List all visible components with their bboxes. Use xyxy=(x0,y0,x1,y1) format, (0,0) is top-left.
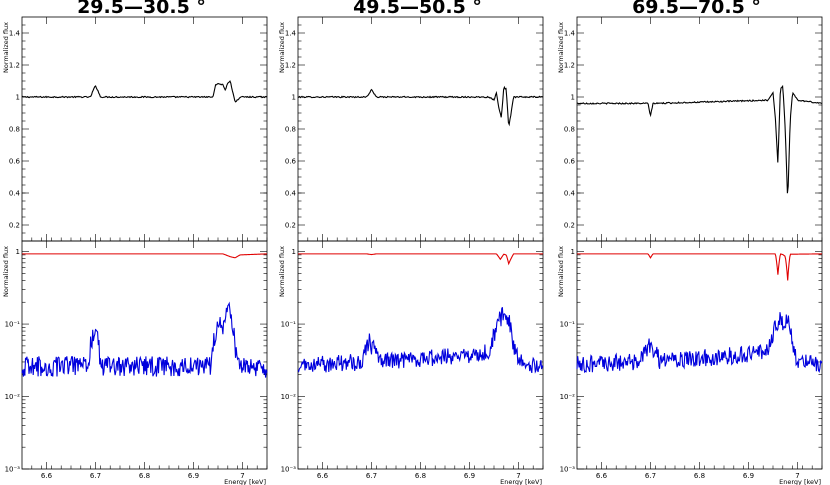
y-tick-label: 10⁻¹ xyxy=(5,321,21,329)
bottom-series-line xyxy=(576,312,823,374)
top-series-line xyxy=(21,80,267,103)
bottom-series-line xyxy=(297,307,544,374)
bottom-series-line xyxy=(21,301,268,378)
x-tick-label: 6.6 xyxy=(317,472,329,480)
y-tick-label: 10⁻³ xyxy=(281,466,297,474)
y-tick-label: 0.6 xyxy=(285,158,297,166)
y-axis-label: Normalized flux xyxy=(278,22,286,73)
y-tick-label: 1.4 xyxy=(285,30,297,38)
y-tick-label: 0.8 xyxy=(285,126,296,134)
y-tick-label: 0.4 xyxy=(564,190,576,198)
y-tick-label: 0.8 xyxy=(564,126,575,134)
chart-title: 29.5—30.5 ° xyxy=(77,0,206,18)
x-axis-label: Energy [keV] xyxy=(224,478,266,485)
x-tick-label: 6.9 xyxy=(743,472,754,480)
y-tick-label: 1 xyxy=(571,94,575,102)
y-tick-label: 0.6 xyxy=(9,158,21,166)
y-tick-label: 0.2 xyxy=(564,222,575,230)
bottom-series-line xyxy=(577,253,823,281)
x-tick-label: 6.7 xyxy=(645,472,656,480)
y-tick-label: 10⁻³ xyxy=(5,466,21,474)
x-tick-label: 7 xyxy=(516,472,520,480)
y-axis-label: Normalized flux xyxy=(2,246,10,297)
y-tick-label: 10⁻² xyxy=(281,393,297,401)
y-tick-label: 0.4 xyxy=(285,190,297,198)
y-tick-label: 1.2 xyxy=(9,62,20,70)
y-tick-label: 1 xyxy=(16,248,20,256)
y-tick-label: 0.2 xyxy=(285,222,296,230)
y-tick-label: 1 xyxy=(571,248,575,256)
x-tick-label: 6.9 xyxy=(188,472,199,480)
x-tick-label: 7 xyxy=(240,472,244,480)
x-tick-label: 6.7 xyxy=(90,472,101,480)
y-tick-label: 10⁻² xyxy=(5,393,21,401)
x-axis-label: Energy [keV] xyxy=(779,478,821,485)
panel-1: 29.5—30.5 °0.20.40.60.811.21.4Normalized… xyxy=(2,0,268,485)
y-tick-label: 10⁻¹ xyxy=(560,321,576,329)
y-axis-label: Normalized flux xyxy=(557,246,565,297)
bottom-plot-frame xyxy=(21,240,268,470)
x-tick-label: 6.6 xyxy=(596,472,608,480)
x-tick-label: 6.8 xyxy=(694,472,705,480)
x-tick-label: 6.7 xyxy=(366,472,377,480)
y-tick-label: 1.4 xyxy=(9,30,21,38)
y-tick-label: 1 xyxy=(292,94,296,102)
top-series-line xyxy=(576,84,822,194)
y-tick-label: 0.8 xyxy=(9,126,20,134)
x-tick-label: 6.8 xyxy=(139,472,150,480)
y-axis-label: Normalized flux xyxy=(557,22,565,73)
x-tick-label: 7 xyxy=(795,472,799,480)
y-tick-label: 1.2 xyxy=(285,62,296,70)
bottom-series-line xyxy=(22,253,268,259)
chart-title: 69.5—70.5 ° xyxy=(632,0,761,18)
y-tick-label: 0.4 xyxy=(9,190,21,198)
y-tick-label: 1.4 xyxy=(564,30,576,38)
y-tick-label: 0.2 xyxy=(9,222,20,230)
y-axis-label: Normalized flux xyxy=(278,246,286,297)
x-tick-label: 6.8 xyxy=(415,472,426,480)
panel-2: 49.5—50.5 °0.20.40.60.811.21.4Normalized… xyxy=(278,0,544,485)
y-tick-label: 1.2 xyxy=(564,62,575,70)
x-tick-label: 6.9 xyxy=(464,472,475,480)
top-plot-frame xyxy=(21,16,268,242)
y-tick-label: 0.6 xyxy=(564,158,576,166)
y-axis-label: Normalized flux xyxy=(2,22,10,73)
panel-3: 69.5—70.5 °0.20.40.60.811.21.4Normalized… xyxy=(557,0,823,485)
chart-title: 49.5—50.5 ° xyxy=(353,0,482,18)
y-tick-label: 1 xyxy=(16,94,20,102)
y-tick-label: 1 xyxy=(292,248,296,256)
x-axis-label: Energy [keV] xyxy=(500,478,542,485)
top-series-line xyxy=(297,85,543,127)
y-tick-label: 10⁻³ xyxy=(560,466,576,474)
x-tick-label: 6.6 xyxy=(41,472,53,480)
top-plot-frame xyxy=(297,16,544,242)
y-tick-label: 10⁻² xyxy=(560,393,576,401)
y-tick-label: 10⁻¹ xyxy=(281,321,297,329)
bottom-series-line xyxy=(298,253,543,266)
